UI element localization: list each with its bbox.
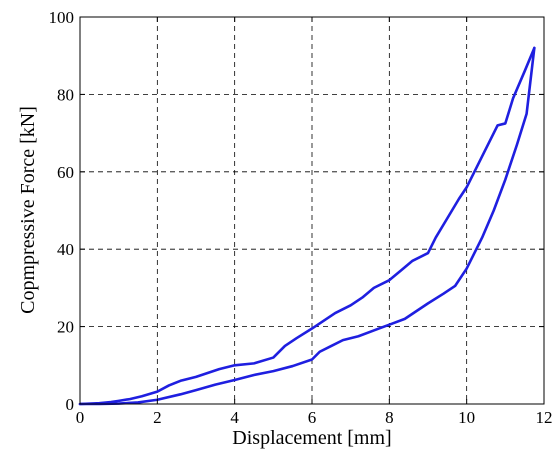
x-tick-label: 4 (230, 408, 239, 427)
grid (80, 17, 544, 404)
data-lines (78, 46, 536, 406)
y-tick-label: 40 (57, 240, 74, 259)
y-tick-label: 0 (66, 395, 75, 414)
x-tick-label: 10 (458, 408, 475, 427)
y-axis-label: Copmpressive Force [kN] (17, 106, 39, 314)
x-tick-label: 8 (385, 408, 394, 427)
x-axis-label: Displacement [mm] (232, 427, 391, 449)
x-tick-label: 6 (308, 408, 317, 427)
y-tick-label: 100 (49, 8, 75, 27)
loading-curve (78, 46, 536, 406)
y-tick-label: 80 (57, 85, 74, 104)
unloading-curve (78, 46, 536, 406)
x-tick-label: 0 (76, 408, 85, 427)
axis-ticks: 0 2 4 6 8 10 12 0 20 40 60 80 100 (49, 8, 553, 427)
x-tick-label: 12 (536, 408, 553, 427)
y-tick-label: 60 (57, 163, 74, 182)
y-tick-label: 20 (57, 318, 74, 337)
x-tick-label: 2 (153, 408, 162, 427)
